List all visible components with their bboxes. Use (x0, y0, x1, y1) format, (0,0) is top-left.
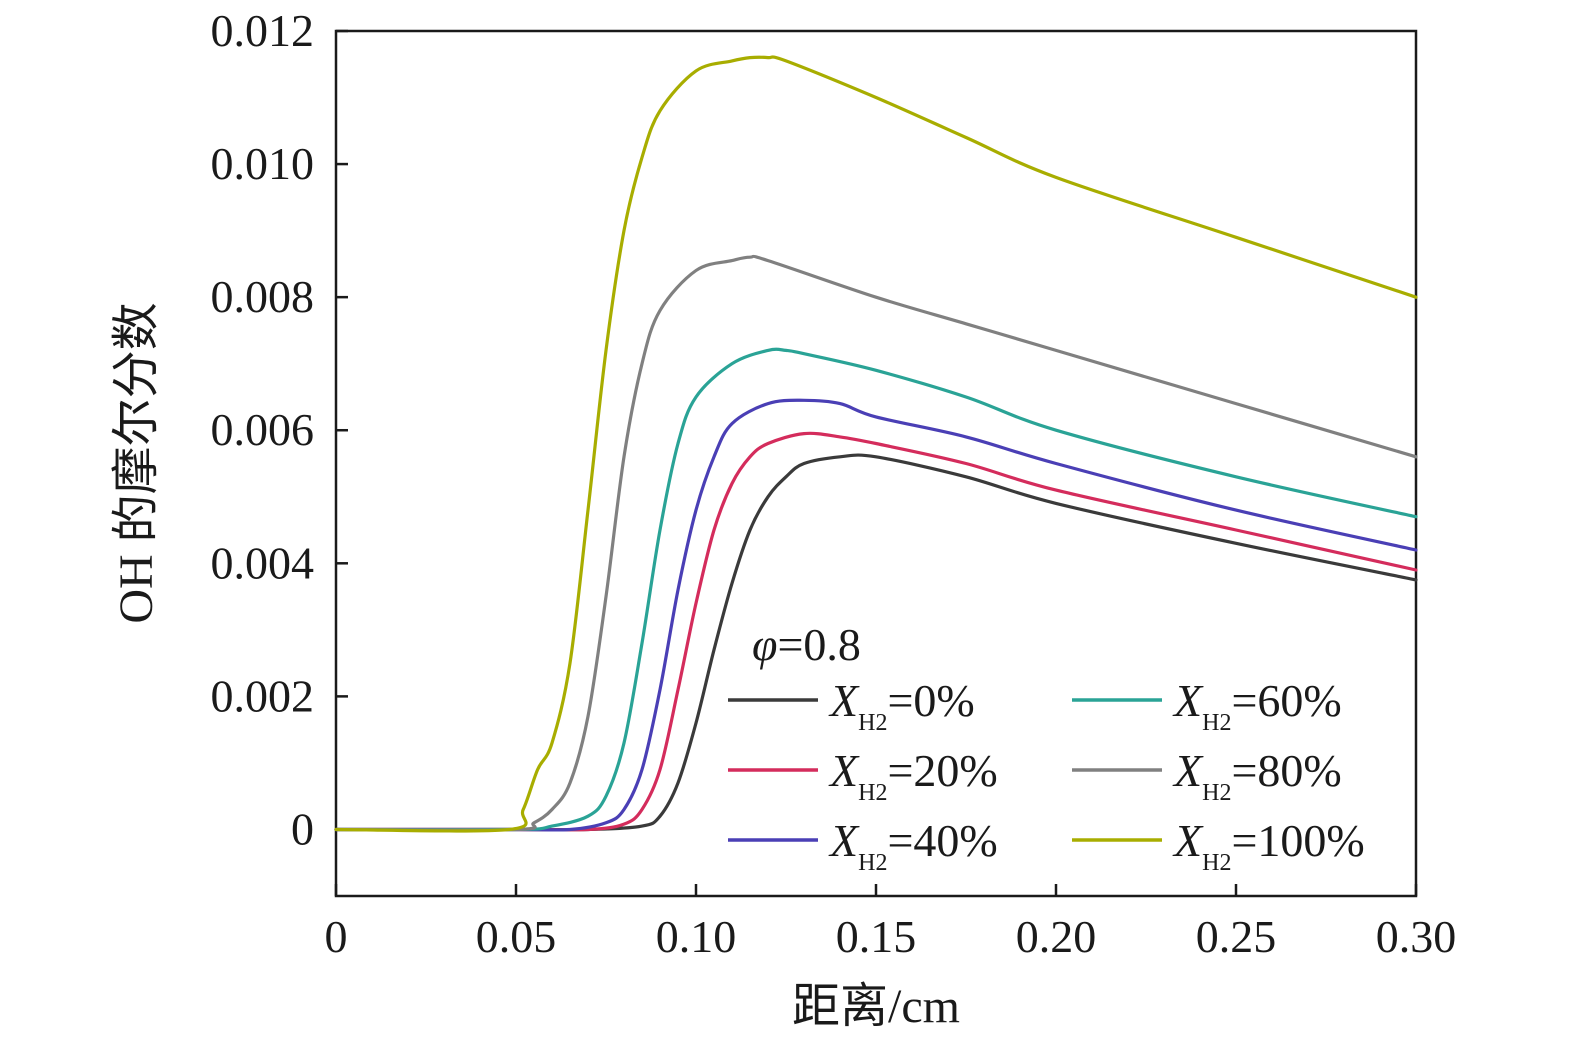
legend-sub: H2 (1202, 780, 1231, 806)
legend-var: X (828, 815, 860, 866)
legend-sub: H2 (858, 780, 887, 806)
series-line-3 (334, 347, 1418, 832)
legend-var: X (1172, 815, 1204, 866)
legend-label-3: XH2=60% (1172, 675, 1342, 736)
y-axis: 0 0.002 0.004 0.006 0.008 0.010 0.012 (211, 5, 348, 854)
y-tick-label: 0.012 (211, 5, 315, 56)
legend-title-value: =0.8 (777, 619, 860, 670)
legend-title-symbol: φ (752, 619, 777, 670)
legend-value: =20% (887, 745, 997, 796)
legend-label-2: XH2=40% (828, 815, 998, 876)
y-tick-label: 0.004 (211, 537, 315, 588)
legend-value: =80% (1231, 745, 1341, 796)
legend-title: φ=0.8 (752, 619, 861, 670)
y-axis-title: OH 的摩尔分数 (110, 302, 163, 623)
legend-sub: H2 (1202, 710, 1231, 736)
y-tick-label: 0.002 (211, 670, 315, 721)
x-tick-label: 0.05 (476, 911, 557, 962)
legend-value: =100% (1231, 815, 1364, 866)
legend-var: X (828, 745, 860, 796)
legend-sub: H2 (858, 710, 887, 736)
legend-value: =40% (887, 815, 997, 866)
legend-label-0: XH2=0% (828, 675, 975, 736)
series-lines (334, 55, 1418, 833)
series-line-1 (334, 431, 1418, 832)
legend-label-5: XH2=100% (1172, 815, 1365, 876)
series-line-2 (334, 398, 1418, 832)
x-tick-label: 0 (325, 911, 348, 962)
series-line-4 (334, 254, 1418, 832)
x-axis: 0 0.05 0.10 0.15 0.20 0.25 0.30 (325, 884, 1457, 962)
legend-var: X (1172, 745, 1204, 796)
legend-label-1: XH2=20% (828, 745, 998, 806)
x-tick-label: 0.10 (656, 911, 737, 962)
legend: φ=0.8 XH2=0%XH2=20%XH2=40%XH2=60%XH2=80%… (728, 619, 1365, 876)
x-axis-title: 距离/cm (792, 980, 960, 1033)
series-line-5 (334, 55, 1418, 833)
y-tick-label: 0.010 (211, 138, 315, 189)
y-tick-label: 0.008 (211, 271, 315, 322)
y-tick-label: 0 (291, 803, 314, 854)
x-tick-label: 0.25 (1196, 911, 1277, 962)
y-tick-label: 0.006 (211, 404, 315, 455)
legend-var: X (828, 675, 860, 726)
x-tick-label: 0.30 (1376, 911, 1457, 962)
legend-sub: H2 (1202, 850, 1231, 876)
legend-value: =60% (1231, 675, 1341, 726)
legend-var: X (1172, 675, 1204, 726)
legend-sub: H2 (858, 850, 887, 876)
legend-value: =0% (887, 675, 974, 726)
legend-label-4: XH2=80% (1172, 745, 1342, 806)
series-line-0 (334, 453, 1418, 832)
x-tick-label: 0.20 (1016, 911, 1097, 962)
x-tick-label: 0.15 (836, 911, 917, 962)
